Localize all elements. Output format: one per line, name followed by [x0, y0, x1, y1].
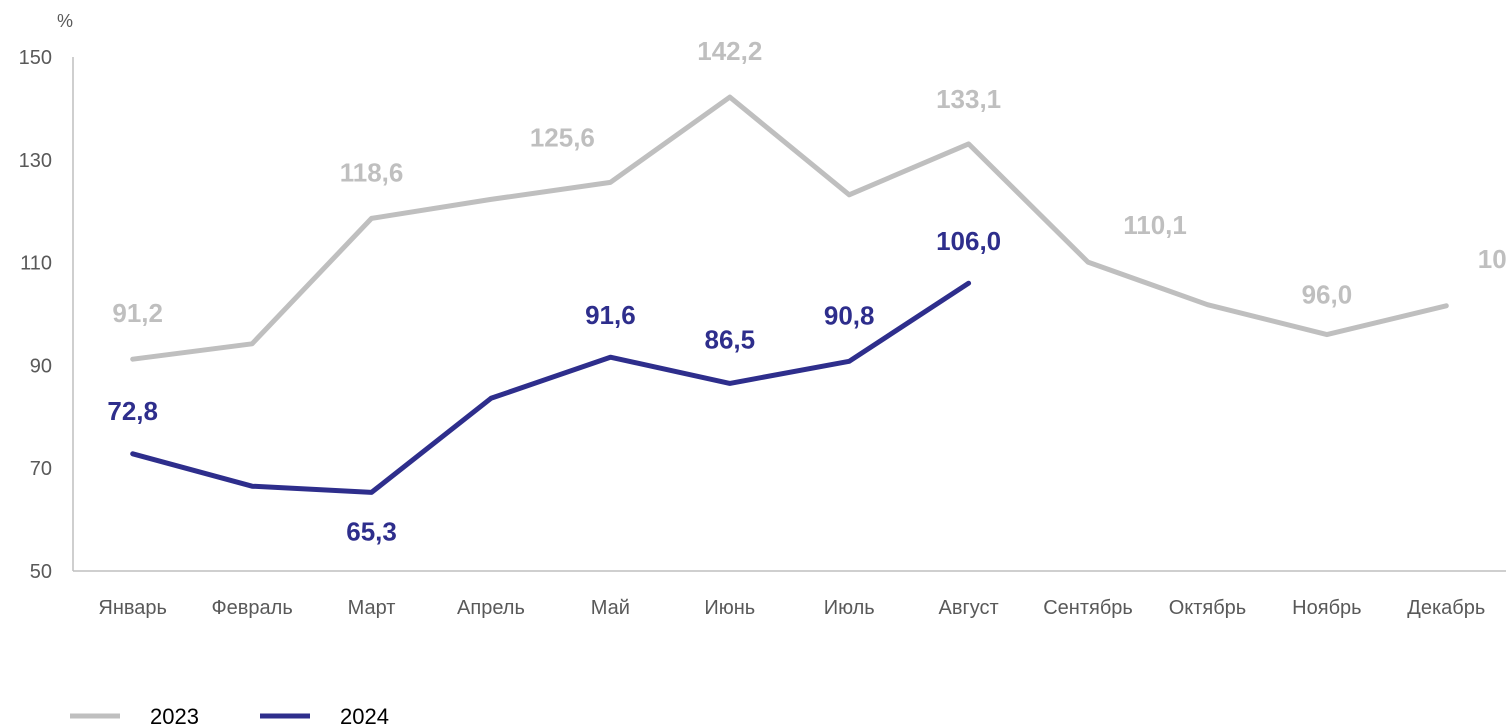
series-line-2023	[130, 94, 1449, 362]
x-tick-label: Апрель	[457, 597, 525, 619]
data-labels: 91,2 118,6 125,6 142,2 133,1 110,1 96,0 101,6 72…	[107, 36, 1506, 546]
data-label-2023: 133,1	[936, 84, 1001, 114]
x-tick-label: Август	[939, 597, 999, 619]
x-tick-label: Май	[591, 597, 630, 619]
data-label-2024: 91,6	[585, 300, 636, 330]
data-label-2024: 72,8	[107, 396, 158, 426]
x-tick-label: Январь	[98, 597, 167, 619]
x-axis-ticks: Январь Февраль Март Апрель Май Июнь Июль Август…	[98, 597, 1485, 619]
x-tick-label: Ноябрь	[1292, 597, 1361, 619]
data-label-2024: 106,0	[936, 226, 1001, 256]
x-tick-label: Июль	[824, 597, 875, 619]
x-tick-label: Декабрь	[1407, 597, 1485, 619]
data-label-2024: 86,5	[704, 324, 755, 354]
x-tick-label: Март	[348, 597, 396, 619]
y-tick-label: 90	[30, 355, 52, 377]
data-label-2023: 101,6	[1478, 244, 1506, 274]
data-label-2023: 110,1	[1123, 210, 1187, 240]
y-tick-label: 150	[19, 47, 52, 69]
y-tick-label: 110	[20, 253, 52, 275]
data-label-2023: 91,2	[112, 298, 163, 328]
y-tick-label: 70	[30, 458, 52, 480]
data-label-2024: 90,8	[824, 300, 875, 330]
x-tick-label: Июнь	[704, 597, 755, 619]
y-tick-label: 50	[30, 561, 52, 583]
x-tick-label: Февраль	[211, 597, 292, 619]
y-tick-label: 130	[19, 150, 52, 172]
series-line-2024	[130, 280, 972, 495]
legend: 2023 2024	[70, 704, 389, 728]
x-tick-label: Октябрь	[1169, 597, 1247, 619]
data-label-2023: 125,6	[530, 122, 595, 152]
legend-label-2024: 2024	[340, 704, 389, 728]
data-label-2023: 96,0	[1302, 280, 1353, 310]
x-tick-label: Сентябрь	[1043, 597, 1133, 619]
data-label-2023: 142,2	[697, 36, 762, 66]
data-label-2023: 118,6	[340, 157, 404, 187]
legend-label-2023: 2023	[150, 704, 199, 728]
series-layer	[130, 94, 1449, 495]
data-label-2024: 65,3	[346, 516, 397, 546]
y-unit-label: %	[57, 11, 73, 31]
y-axis-ticks: 50 70 90 110 130 150	[19, 47, 52, 583]
